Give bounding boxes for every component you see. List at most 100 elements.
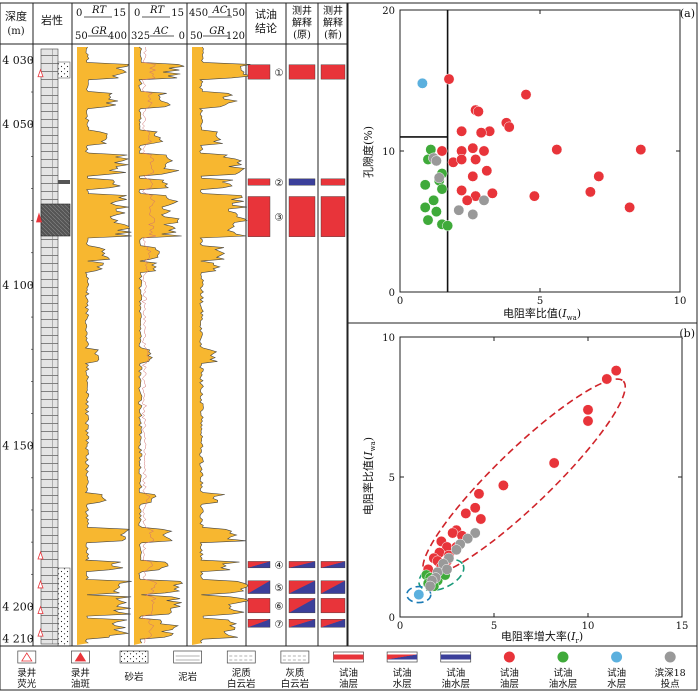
muddy-dolomite-icon [226,650,256,664]
y-tick-label: 5 [389,473,395,484]
track1-bottom-max: 400 [108,31,127,42]
track2-bottom-min: 325 [131,31,150,42]
green-dot-icon [557,651,569,663]
legend-label-2: 水层 [393,678,412,690]
data-point [424,580,436,592]
track3-bottom-min: 50 [190,31,203,42]
mudstone-icon [173,650,203,664]
ac-curve [141,46,158,644]
panel-b-ylabel: 电阻率比值(Iwa) [361,437,377,515]
legend-label: 泥质 [232,667,252,679]
test-conclusion-bar [247,64,271,80]
data-point [419,201,431,213]
x-tick-label: 0 [397,621,403,632]
data-point [469,502,481,514]
thin-bed-lithology [58,180,70,184]
data-point [548,457,560,469]
legend-label: 录井 [17,667,36,679]
x-tick-label: 10 [582,621,595,632]
legend-label-2: 油层 [339,678,358,690]
legend-label: 录井 [71,667,90,679]
outline-triangle-icon [21,652,33,662]
gray-dot-icon [664,651,676,663]
track1-top-max: 15 [113,8,126,19]
test-conclusion-header-2: 结论 [255,21,277,35]
interp-new-header-2: 解释 [323,16,343,29]
data-point [503,121,515,133]
depth-label: 4 050 [2,118,34,131]
data-point [413,589,425,601]
legend-label: 泥岩 [178,671,197,683]
data-point [456,125,468,137]
layer-number: ⑤ [275,583,284,594]
legend-label: 试油 [607,667,626,679]
fluorescence-mark [37,579,44,589]
data-point [467,209,479,220]
legend-label-2: 投点 [661,678,681,690]
data-point [442,220,454,232]
test-conclusion-header-1: 试油 [255,7,277,21]
layer-number: ④ [275,561,284,572]
track2-bottom-curve: AC [153,26,169,37]
track1-bottom-curve: GR [91,26,107,37]
x-tick-label: 0 [397,296,403,307]
data-point [551,144,563,156]
log-fill-track-1 [77,47,132,645]
log-marks [36,68,44,637]
data-point [473,488,485,500]
data-point [475,513,487,525]
data-point [486,187,498,199]
data-point [635,144,647,156]
data-point [419,179,431,191]
legend-label-2: 白云岩 [227,678,256,690]
lithology-header: 岩性 [41,13,63,27]
panel-b-label: (b) [679,327,695,340]
water-zone-ellipse [405,585,432,604]
test-conclusion-bar [247,580,271,594]
interp-old-header-2: 解释 [292,16,312,29]
data-point [467,142,479,154]
interp-old-bar [288,619,316,628]
track3-top-curve: AC [212,5,228,16]
y-tick-label: 0 [389,613,395,624]
data-point [467,170,479,182]
layer-number: ⑥ [275,602,284,613]
legend-label-2: 荧光 [17,678,37,690]
data-point [441,563,453,575]
legend-label: 试油 [553,667,572,679]
oil-bar-icon [333,654,364,660]
test-conclusion-bar [247,561,271,569]
data-point [450,544,462,556]
log-curves [77,46,252,645]
interp-new-bar [320,580,346,594]
interp-old-header-1: 测井 [292,4,312,17]
y-tick-label: 20 [382,6,395,17]
fluorescence-mark [37,550,44,560]
interp-old-bar [288,178,316,186]
data-point [593,170,605,182]
x-tick-label: 10 [674,296,687,307]
data-point [469,527,481,539]
legend-label: 砂岩 [125,671,144,683]
test-conclusion-bar [247,619,271,628]
log-curve-track-1 [84,46,132,644]
data-point [472,106,484,117]
data-point [601,373,613,385]
data-point [481,165,493,177]
interp-new-bar [320,561,346,569]
blue-dot-icon [611,651,623,663]
sandstone-lithology-lower [57,567,71,647]
interp-new-header-3: (新) [324,28,342,41]
y-tick-label: 10 [382,147,395,158]
x-tick-label: 5 [491,621,497,632]
data-point [478,194,490,206]
panel-a-ylabel: 孔隙度(%) [361,126,375,178]
track3-bottom-max: 120 [226,31,245,42]
legend-label-2: 白云岩 [281,678,310,690]
data-point [416,77,428,89]
well-log-panel: 深度 (m) 岩性 0 RT 15 50 GR 400 0 RT 15 325 … [0,2,348,647]
data-point [582,415,594,427]
data-point [456,185,468,196]
